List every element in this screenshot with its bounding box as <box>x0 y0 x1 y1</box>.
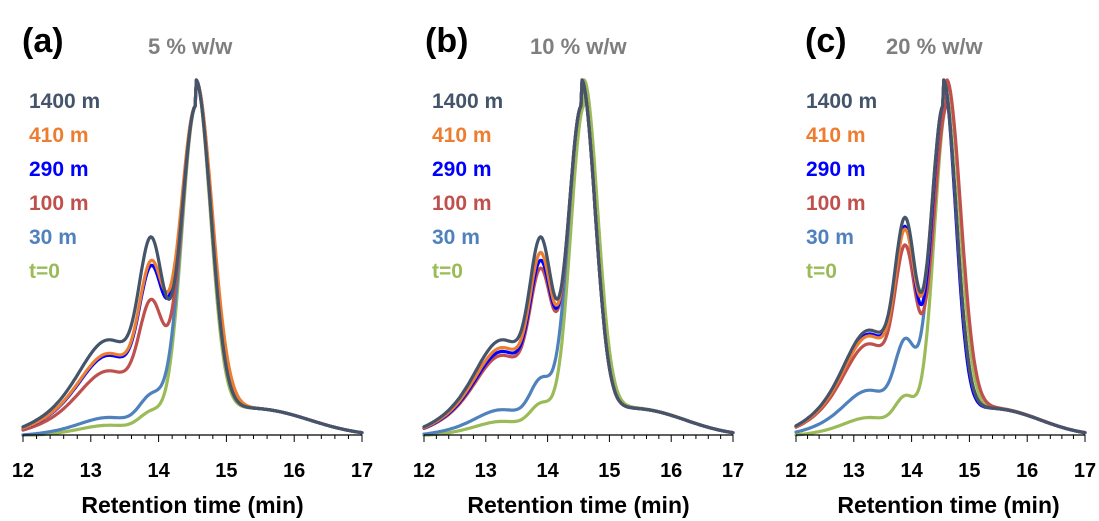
legend-entry: 30 m <box>432 226 480 249</box>
x-tick-label: 13 <box>475 460 497 482</box>
x-tick-label: 17 <box>722 460 744 482</box>
legend-entry: 1400 m <box>806 90 877 113</box>
x-axis-title: Retention time (min) <box>81 492 303 518</box>
chart-panel-3: 12 13 14 15 16 17 Retention time (min) (c) 20 % … <box>785 22 1096 518</box>
x-axis-title: Retention time (min) <box>467 492 689 518</box>
chart-panel-1: 12 13 14 15 16 17 Retention time (min) (a) 5 % w… <box>12 22 373 518</box>
x-tick-label: 14 <box>900 460 923 482</box>
x-tick-label: 15 <box>598 460 620 482</box>
legend-entry: 100 m <box>29 192 89 215</box>
legend-entry: 290 m <box>29 158 89 181</box>
series-line-1 <box>422 78 735 435</box>
panel-label: (b) <box>425 22 468 60</box>
x-axis-title: Retention time (min) <box>837 492 1059 518</box>
panel-title: 20 % w/w <box>886 34 983 59</box>
legend-entry: 290 m <box>806 158 866 181</box>
x-tick-label: 16 <box>283 460 305 482</box>
legend-entry: t=0 <box>432 260 463 283</box>
x-tick-label: 16 <box>660 460 682 482</box>
x-tick-label: 13 <box>80 460 102 482</box>
legend-entry: 100 m <box>432 192 492 215</box>
x-tick-label: 12 <box>785 460 807 482</box>
legend-entry: 410 m <box>806 124 866 147</box>
x-tick-label: 13 <box>843 460 865 482</box>
chart-panel-2: 12 13 14 15 16 17 Retention time (min) (b) 10 % … <box>413 22 744 518</box>
panel-label: (c) <box>805 22 847 60</box>
legend-entry: 30 m <box>806 226 854 249</box>
legend-entry: 1400 m <box>29 90 100 113</box>
series-line-1 <box>794 78 1087 435</box>
legend-entry: 290 m <box>432 158 492 181</box>
x-tick-label: 17 <box>1074 460 1096 482</box>
legend-entry: 30 m <box>29 226 77 249</box>
x-tick-label: 12 <box>12 460 34 482</box>
x-tick-label: 14 <box>536 460 559 482</box>
legend-entry: t=0 <box>29 260 60 283</box>
panel-label: (a) <box>22 22 64 60</box>
x-tick-label: 15 <box>215 460 237 482</box>
x-tick-label: 12 <box>413 460 435 482</box>
legend-entry: t=0 <box>806 260 837 283</box>
legend-entry: 100 m <box>806 192 866 215</box>
x-tick-label: 16 <box>1016 460 1038 482</box>
panel-title: 10 % w/w <box>530 34 627 59</box>
legend-entry: 1400 m <box>432 90 503 113</box>
x-tick-label: 17 <box>351 460 373 482</box>
x-tick-label: 14 <box>147 460 170 482</box>
legend-entry: 410 m <box>29 124 89 147</box>
series-line-1 <box>21 78 364 435</box>
legend-entry: 410 m <box>432 124 492 147</box>
panel-title: 5 % w/w <box>148 34 233 59</box>
x-tick-label: 15 <box>958 460 980 482</box>
